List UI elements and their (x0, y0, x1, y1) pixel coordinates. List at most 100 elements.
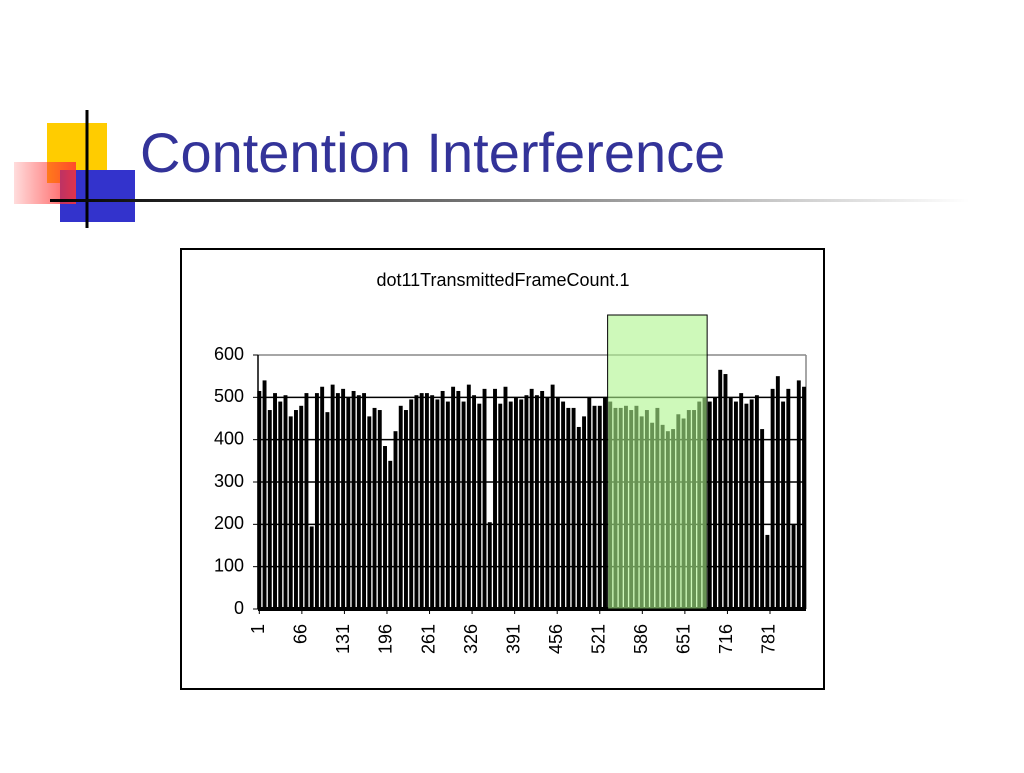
y-tick-label: 200 (214, 513, 244, 533)
bar (346, 397, 351, 609)
bar (744, 403, 749, 609)
bar (409, 399, 414, 609)
bar (749, 399, 754, 609)
bar (393, 431, 398, 609)
bar (770, 388, 775, 609)
bar (278, 401, 283, 609)
bar (754, 395, 759, 609)
y-tick-label: 500 (214, 386, 244, 406)
bar (545, 397, 550, 609)
bar (451, 386, 456, 609)
bar (330, 384, 335, 609)
bar (707, 401, 712, 609)
bar (440, 390, 445, 609)
x-tick-label: 391 (503, 624, 523, 654)
x-tick-label: 521 (589, 624, 609, 654)
y-tick-label: 0 (234, 598, 244, 618)
bar (477, 403, 482, 609)
slide-title: Contention Interference (140, 121, 725, 184)
bar (445, 401, 450, 609)
bar (550, 384, 555, 609)
x-tick-label: 1 (248, 624, 268, 634)
plot: 0 100 200 300 400 500 600 1 66 131 196 261 326 391 456… (214, 314, 807, 654)
y-tick-label: 400 (214, 428, 244, 448)
bar (398, 405, 403, 609)
bar (781, 401, 786, 609)
bar (362, 393, 367, 609)
x-tick-label: 456 (546, 624, 566, 654)
bar (267, 410, 272, 609)
bar (592, 405, 597, 609)
bar (508, 401, 513, 609)
title-underline (50, 199, 970, 202)
bar (728, 397, 733, 609)
bar (791, 524, 796, 609)
y-tick-label: 600 (214, 344, 244, 364)
bar (561, 401, 566, 609)
bar (356, 395, 361, 609)
y-tick-label: 100 (214, 555, 244, 575)
bar (466, 384, 471, 609)
bar (733, 401, 738, 609)
bar (796, 380, 801, 609)
bar (472, 395, 477, 609)
bar (534, 395, 539, 609)
deco-red (14, 162, 76, 204)
x-tick-label: 66 (291, 624, 311, 644)
bar (273, 393, 277, 609)
bar (493, 388, 497, 609)
bar (498, 403, 503, 609)
bar (383, 446, 387, 609)
bar (603, 397, 607, 609)
bar (723, 374, 728, 609)
bar (775, 376, 780, 609)
bar (304, 393, 309, 609)
bar (519, 399, 524, 609)
x-tick-label: 131 (333, 624, 353, 654)
bar (540, 390, 545, 609)
bar (529, 388, 534, 609)
x-tick-label: 781 (759, 624, 779, 654)
bar (430, 395, 435, 609)
bar (414, 395, 419, 609)
bar (367, 416, 372, 609)
bar (713, 397, 717, 609)
bar (388, 460, 393, 609)
y-tick-label: 300 (214, 471, 244, 491)
bar (320, 386, 325, 609)
bar (461, 401, 466, 609)
bar (597, 405, 602, 609)
chart-frame (180, 248, 825, 690)
x-tick-label: 261 (418, 624, 438, 654)
x-tick-label: 716 (716, 624, 736, 654)
bar (314, 393, 319, 609)
bar (325, 412, 330, 609)
bar (424, 393, 429, 609)
bar (309, 526, 314, 609)
bar (576, 426, 581, 609)
bar (555, 397, 560, 609)
bar (299, 405, 304, 609)
bar (718, 369, 723, 609)
bar (802, 386, 806, 609)
bar (456, 390, 461, 609)
x-tick-label: 586 (631, 624, 651, 654)
bar (514, 397, 518, 609)
bar (760, 429, 765, 609)
bar (262, 380, 267, 609)
bar (257, 390, 262, 609)
bar (283, 395, 288, 609)
bar (503, 386, 508, 609)
chart-title: dot11TransmittedFrameCount.1 (376, 270, 629, 290)
bar (566, 407, 571, 609)
x-tick-label: 196 (376, 624, 396, 654)
bar (524, 395, 529, 609)
bar (419, 393, 424, 609)
bar (582, 416, 587, 609)
x-tick-label: 326 (461, 624, 481, 654)
bar (372, 407, 377, 609)
bar (435, 399, 440, 609)
bar (587, 397, 592, 609)
bar (335, 393, 340, 609)
bar (739, 393, 744, 609)
